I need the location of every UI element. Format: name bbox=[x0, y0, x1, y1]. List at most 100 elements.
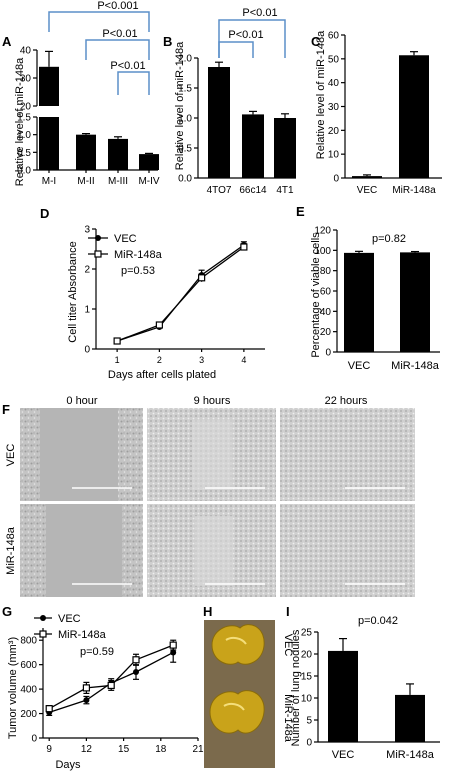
panel-b-ytick-label: 2.0 bbox=[178, 54, 192, 65]
panel-d-pvalue: p=0.53 bbox=[121, 265, 155, 277]
panel-f-col-header: 22 hours bbox=[325, 395, 368, 407]
panel-i-ytick-label: 5 bbox=[306, 716, 312, 727]
panel-e-ylabel: Percentage of viable cells bbox=[310, 232, 322, 358]
panel-a-pvalue: P<0.01 bbox=[102, 28, 137, 40]
panel-a-pvalue: P<0.001 bbox=[97, 0, 138, 12]
panel-b-ytick-label: 0.5 bbox=[178, 144, 192, 155]
panel-c-bar bbox=[399, 55, 429, 179]
panel-e-ytick-label: 20 bbox=[320, 327, 332, 338]
panel-g-xlabel: Days bbox=[55, 759, 81, 771]
panel-i-pvalue: p=0.042 bbox=[358, 615, 398, 627]
panel-letter-b: B bbox=[163, 34, 172, 49]
panel-letter-i: I bbox=[286, 604, 290, 619]
panel-b-ylabel: Relative level of miR-148a bbox=[174, 41, 186, 170]
panel-a-xtick-label: M-IV bbox=[138, 176, 159, 187]
panel-i-ytick-label: 25 bbox=[301, 628, 313, 639]
panel-b-bar bbox=[242, 114, 264, 178]
panel-b-pvalue: P<0.01 bbox=[228, 29, 263, 41]
panel-e-ytick-label: 0 bbox=[325, 348, 331, 359]
panel-a-lower-ytick-label: 0.5 bbox=[17, 148, 31, 159]
lung-highlight bbox=[225, 636, 247, 645]
panel-g-point bbox=[132, 656, 140, 664]
panel-c-ytick-label: 0 bbox=[333, 174, 339, 185]
panel-e-ytick-label: 100 bbox=[314, 246, 331, 257]
panel-c-bar bbox=[352, 176, 382, 178]
panel-d-point bbox=[240, 243, 248, 251]
panel-i-bar bbox=[328, 650, 358, 742]
panel-h-row-label: MiR-148a bbox=[282, 694, 294, 743]
panel-i-xtick-label: VEC bbox=[332, 749, 355, 761]
panel-d-point bbox=[198, 274, 206, 282]
panel-letter-c: C bbox=[311, 34, 321, 49]
panel-c-ytick-label: 20 bbox=[328, 126, 340, 137]
panel-d-xtick-label: 4 bbox=[241, 355, 246, 365]
panel-d-point bbox=[155, 321, 163, 329]
panel-a-lower-ytick-label: 0.0 bbox=[17, 166, 31, 177]
panel-c-ytick-label: 10 bbox=[328, 150, 340, 161]
panel-g-xtick-label: 9 bbox=[46, 744, 52, 755]
panel-d-ytick-label: 3 bbox=[84, 225, 90, 236]
panel-i-ytick-label: 10 bbox=[301, 694, 313, 705]
panel-b-ytick-label: 0.0 bbox=[178, 174, 192, 185]
panel-d-ytick-label: 2 bbox=[84, 265, 90, 276]
panel-g-xtick-label: 12 bbox=[81, 744, 93, 755]
panel-h-lungs: VEC MiR-148a bbox=[204, 620, 294, 768]
panel-g-xtick-label: 15 bbox=[118, 744, 130, 755]
photo-wound-gap bbox=[195, 516, 233, 586]
panel-f-row-label: MiR-148a bbox=[5, 526, 17, 575]
panel-letter-g: G bbox=[2, 604, 12, 619]
panel-a-bar bbox=[139, 154, 159, 170]
panel-g-legend-label: VEC bbox=[58, 613, 81, 625]
lung-mir148a bbox=[209, 690, 265, 734]
panel-i-ytick-label: 15 bbox=[301, 672, 313, 683]
panel-d-ytick-label: 0 bbox=[84, 345, 90, 356]
panel-g-ylabel: Tumor volume (mm³) bbox=[7, 637, 19, 739]
panel-e-xtick-label: VEC bbox=[348, 360, 371, 372]
panel-g-point bbox=[133, 669, 139, 675]
panel-g-legend-marker bbox=[40, 615, 46, 621]
panel-g-point bbox=[82, 684, 91, 692]
lung-vec bbox=[211, 624, 265, 665]
panel-d-xlabel: Days after cells plated bbox=[108, 369, 216, 381]
panel-d-legend-label: VEC bbox=[114, 233, 137, 245]
panel-f-col-header: 9 hours bbox=[194, 395, 231, 407]
panel-i-bar bbox=[395, 694, 425, 742]
panel-b-xtick-label: 4TO7 bbox=[207, 185, 232, 196]
panel-a-lower-ytick-label: 1.5 bbox=[17, 113, 31, 124]
panel-g-point bbox=[45, 705, 53, 713]
panel-b-xtick-label: 66c14 bbox=[239, 185, 267, 196]
panel-b-bracket bbox=[218, 19, 286, 58]
photo-cells-right bbox=[122, 504, 143, 597]
panel-b-pvalue: P<0.01 bbox=[242, 7, 277, 19]
panel-a-bar bbox=[108, 138, 128, 170]
panel-c-ytick-label: 60 bbox=[328, 31, 340, 42]
panel-b-ytick-label: 1.5 bbox=[178, 84, 192, 95]
panel-e-bar bbox=[400, 252, 430, 352]
panel-f-micrographs: 0 hour 9 hours 22 hours VEC MiR-148a bbox=[5, 395, 415, 597]
panel-f-row-label: VEC bbox=[5, 444, 17, 467]
panel-a-xtick-label: M-II bbox=[77, 176, 94, 187]
panel-a-xtick-label: M-I bbox=[42, 176, 56, 187]
panel-g-legend-label: MiR-148a bbox=[58, 629, 107, 641]
panel-d-ylabel: Cell titer Absorbance bbox=[67, 241, 79, 343]
panel-a-bar bbox=[39, 117, 59, 170]
panel-g-point bbox=[107, 681, 115, 690]
panel-d-legend-label: MiR-148a bbox=[114, 249, 163, 261]
panel-g-ytick-label: 200 bbox=[20, 709, 37, 720]
panel-g-pvalue: p=0.59 bbox=[80, 646, 114, 658]
panel-b-bracket bbox=[218, 41, 254, 58]
panel-g-ytick-label: 0 bbox=[31, 734, 37, 745]
panel-h-row-label: VEC bbox=[282, 634, 294, 657]
panel-i-xtick-label: MiR-148a bbox=[386, 749, 435, 761]
panel-a-bracket bbox=[117, 71, 150, 95]
panel-a-bar-upper bbox=[39, 66, 59, 106]
panel-d-xtick-label: 2 bbox=[157, 355, 162, 365]
panel-g-point bbox=[83, 697, 90, 704]
panel-g-xtick-label: 21 bbox=[192, 744, 204, 755]
panel-e-xtick-label: MiR-148a bbox=[391, 360, 440, 372]
panel-g-point bbox=[169, 641, 177, 649]
panel-b-xtick-label: 4T1 bbox=[276, 185, 294, 196]
panel-a-upper-ytick-label: 20 bbox=[20, 102, 32, 113]
panel-e-ytick-label: 80 bbox=[320, 266, 332, 277]
